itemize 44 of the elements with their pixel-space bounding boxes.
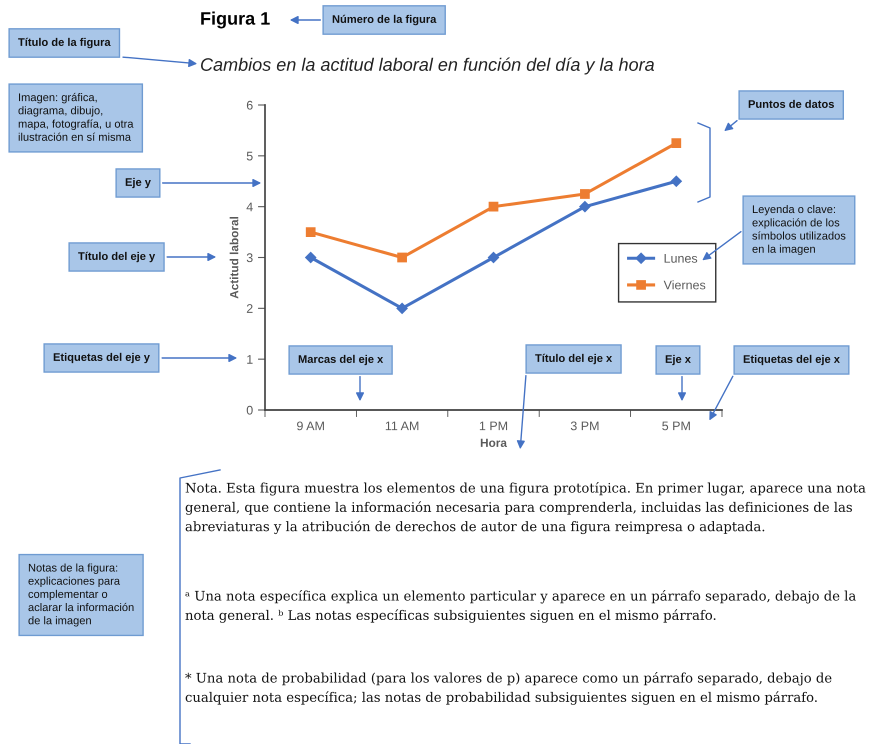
text: ᵃ Una nota específica explica un elemento particular y aparece en un párrafo separado, debajo de la nota general. ᵇ Las notas específicas subsiguientes siguen en el mismo párrafo.	[185, 590, 856, 623]
text: Etiquetas del eje x	[744, 354, 840, 366]
point	[396, 302, 408, 314]
text: Notas de la figura: explicaciones para complementar o aclarar la información de la imagen	[28, 563, 134, 627]
point	[579, 201, 591, 212]
y-tick-label: 4	[246, 202, 253, 212]
y-tick-label: 0	[246, 406, 253, 415]
point	[670, 176, 682, 187]
text: Título de la figura	[18, 38, 111, 48]
point	[580, 189, 590, 199]
annotation: Marcas del eje x	[298, 354, 384, 366]
annotation: Título del eje x	[535, 354, 612, 364]
y-tick-label: 6	[246, 100, 253, 110]
x-axis-title: Hora	[480, 438, 508, 447]
x-tick-label: 11 AM	[386, 422, 418, 430]
legend-label: Viernes	[664, 280, 706, 290]
point	[488, 202, 498, 212]
x-tick-label: 9 AM	[297, 421, 324, 430]
point	[306, 227, 316, 237]
y-tick-label: 3	[246, 253, 253, 262]
text: Eje y	[126, 178, 151, 188]
x-tick-label: 3 PM	[570, 421, 598, 430]
text: * Una nota de probabilidad (para los valores de p) aparece como un párrafo separado, debajo de cualquier nota específica; las notas de probabilidad subsiguientes siguen en el mismo párrafo.	[185, 672, 832, 705]
chart-subtitle: Cambios en la actitud laboral en función del día y la hora	[200, 57, 654, 75]
annotation: Eje x	[666, 354, 691, 366]
text: Nota. Esta figura muestra los elementos de una figura prototípica. En primer lugar, aparece una nota general, que contiene la información necesaria para comprenderla, incluidas las definiciones de las abreviaturas y la atribución de derechos de autor de una figura reimpresa o adaptada.	[186, 482, 866, 534]
point	[305, 252, 316, 264]
text: Etiquetas del eje y	[54, 352, 150, 364]
text: Título del eje y	[78, 252, 156, 262]
chart-title: Figura 1	[201, 12, 270, 28]
y-axis-title: Actitud laboral	[230, 217, 238, 299]
y-tick-label: 1	[247, 355, 253, 364]
x-tick-label: 5 PM	[662, 422, 690, 430]
y-tick-label: 5	[246, 152, 253, 160]
point	[488, 252, 500, 264]
point	[397, 252, 407, 262]
text: Imagen: gráfica, diagrama, dibujo, mapa, fotografía, u otra ilustración en sí misma	[18, 92, 134, 141]
y-tick-label: 2	[246, 304, 253, 313]
legend-label: Lunes	[664, 254, 698, 263]
text: Puntos de datos	[748, 100, 834, 108]
point	[671, 138, 682, 148]
x-tick-label: 1 PM	[480, 422, 508, 430]
text: Leyenda o clave: explicación de los símbolos utilizados en la imagen	[752, 204, 846, 256]
text: Número de la figura	[332, 14, 436, 26]
